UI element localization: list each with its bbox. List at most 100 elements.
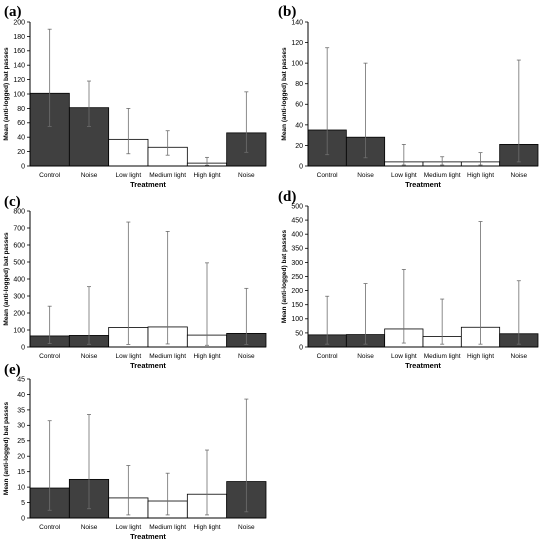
y-tick-label: 800 (13, 208, 25, 215)
y-tick-label: 0 (21, 163, 25, 170)
category-label: Noise (511, 172, 528, 179)
category-label: Control (39, 172, 61, 179)
category-label: Noise (238, 172, 255, 179)
y-axis-label: Mean (anti-logged) bat passes (3, 232, 10, 326)
y-tick-label: 450 (291, 218, 303, 225)
category-label: Noise (357, 353, 374, 360)
chart-panel-1: (a) 0 20 40 60 80 100 120 140 160 180 200 Control Noi… (3, 4, 267, 189)
chart-panel-4: (d) 0 50 100 150 200 250 300 350 400 450 500 Control… (278, 189, 539, 370)
y-tick-label: 400 (291, 232, 303, 239)
y-tick-label: 15 (17, 469, 25, 476)
category-label: High light (467, 172, 494, 179)
category-label: High light (193, 524, 220, 531)
y-tick-label: 20 (17, 149, 25, 156)
y-tick-label: 40 (17, 392, 25, 399)
y-tick-label: 700 (13, 225, 25, 232)
y-tick-label: 60 (295, 102, 303, 109)
y-tick-label: 5 (21, 500, 25, 507)
y-tick-label: 200 (13, 19, 25, 26)
y-tick-label: 0 (21, 344, 25, 351)
y-tick-label: 100 (13, 327, 25, 334)
category-label: Medium light (424, 172, 461, 179)
x-axis-label: Treatment (405, 180, 441, 189)
y-tick-label: 30 (17, 423, 25, 430)
category-label: Medium light (149, 172, 186, 179)
panel-label: (d) (278, 189, 296, 205)
category-label: Medium light (424, 353, 461, 360)
y-tick-label: 600 (13, 242, 25, 249)
y-tick-label: 350 (291, 246, 303, 253)
y-tick-label: 500 (291, 203, 303, 210)
y-axis-label: Mean (anti-logged) bat passes (3, 47, 10, 141)
y-tick-label: 40 (295, 122, 303, 129)
category-label: Medium light (149, 353, 186, 360)
y-tick-label: 300 (13, 293, 25, 300)
y-tick-label: 45 (17, 376, 25, 383)
category-label: Noise (81, 353, 98, 360)
category-label: Noise (238, 353, 255, 360)
y-tick-label: 0 (21, 515, 25, 522)
category-label: Low light (116, 353, 142, 360)
x-axis-label: Treatment (405, 361, 441, 370)
y-tick-label: 180 (13, 34, 25, 41)
category-label: Noise (81, 524, 98, 531)
y-tick-label: 100 (13, 91, 25, 98)
y-tick-label: 100 (291, 316, 303, 323)
x-axis-label: Treatment (130, 361, 166, 370)
y-tick-label: 0 (299, 344, 303, 351)
panel-label: (e) (4, 362, 21, 378)
chart-panel-2: (b) 0 20 40 60 80 100 120 140 Control Noise Low lig… (278, 4, 539, 189)
y-axis-label: Mean (anti-logged) bat passes (3, 402, 10, 496)
chart-panel-5: (e) 0 5 10 15 20 25 30 35 40 45 Control Noise Low lig… (3, 362, 267, 541)
panel-label: (b) (278, 4, 296, 20)
category-label: Medium light (149, 524, 186, 531)
chart-panel-3: (c) 0 100 200 300 400 500 600 700 800 Control Noise… (3, 194, 267, 370)
y-tick-label: 140 (13, 63, 25, 70)
y-tick-label: 25 (17, 438, 25, 445)
category-label: High light (193, 353, 220, 360)
category-label: Control (317, 172, 339, 179)
y-tick-label: 400 (13, 276, 25, 283)
y-tick-label: 150 (291, 302, 303, 309)
y-tick-label: 10 (17, 485, 25, 492)
category-label: High light (467, 353, 494, 360)
category-label: Low light (391, 353, 417, 360)
y-tick-label: 35 (17, 407, 25, 414)
y-tick-label: 200 (13, 310, 25, 317)
x-axis-label: Treatment (130, 180, 166, 189)
y-tick-label: 100 (291, 61, 303, 68)
y-tick-label: 500 (13, 259, 25, 266)
y-tick-label: 20 (17, 454, 25, 461)
y-tick-label: 60 (17, 120, 25, 127)
category-label: High light (193, 172, 220, 179)
y-tick-label: 120 (13, 77, 25, 84)
category-label: Noise (238, 524, 255, 531)
category-label: Noise (511, 353, 528, 360)
y-tick-label: 160 (13, 48, 25, 55)
category-label: Low light (116, 172, 142, 179)
category-label: Control (39, 524, 61, 531)
y-tick-label: 140 (291, 19, 303, 26)
category-label: Control (317, 353, 339, 360)
y-tick-label: 80 (17, 106, 25, 113)
panel-label: (c) (4, 194, 21, 210)
y-tick-label: 20 (295, 143, 303, 150)
category-label: Noise (81, 172, 98, 179)
category-label: Low light (116, 524, 142, 531)
y-tick-label: 300 (291, 260, 303, 267)
x-axis-label: Treatment (130, 532, 166, 541)
y-tick-label: 200 (291, 288, 303, 295)
category-label: Control (39, 353, 61, 360)
y-axis-label: Mean (anti-logged) bat passes (281, 47, 288, 141)
y-tick-label: 0 (299, 163, 303, 170)
category-label: Low light (391, 172, 417, 179)
panel-label: (a) (4, 4, 22, 20)
category-label: Noise (357, 172, 374, 179)
y-tick-label: 120 (291, 40, 303, 47)
y-tick-label: 50 (295, 330, 303, 337)
y-axis-label: Mean (anti-logged) bat passes (281, 230, 288, 324)
y-tick-label: 40 (17, 135, 25, 142)
y-tick-label: 80 (295, 81, 303, 88)
y-tick-label: 250 (291, 274, 303, 281)
